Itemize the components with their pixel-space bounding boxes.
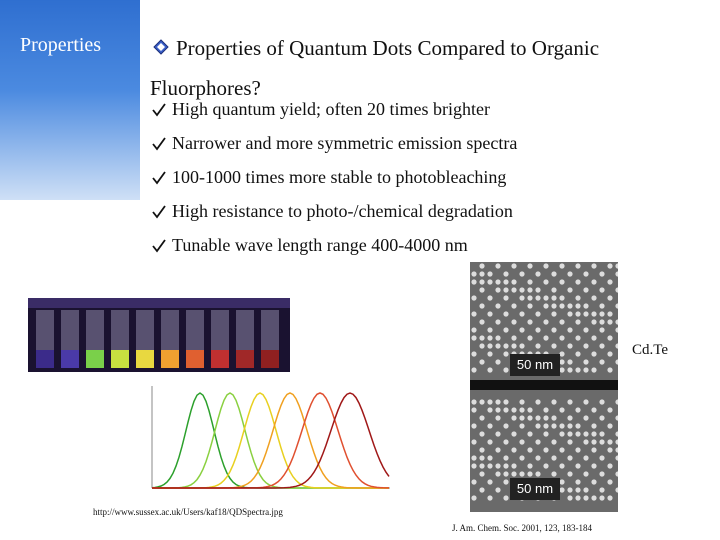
diamond-bullet — [153, 39, 169, 55]
check-icon — [152, 171, 166, 185]
bullet-text: High resistance to photo-/chemical degra… — [172, 201, 513, 221]
sidebar-label: Properties — [20, 34, 102, 56]
check-icon — [152, 205, 166, 219]
spectra-graph — [130, 378, 400, 503]
check-icon — [152, 137, 166, 151]
material-label: Cd.Te — [632, 342, 669, 358]
source-url: http://www.sussex.ac.uk/Users/kaf18/QDSp… — [93, 507, 283, 517]
check-icon — [152, 239, 166, 253]
scale-label: 50 nm — [517, 357, 553, 372]
bullet-item: High resistance to photo-/chemical degra… — [152, 201, 513, 222]
bullet-item: High quantum yield; often 20 times brigh… — [152, 99, 490, 120]
spectrum-curve — [152, 392, 390, 489]
bullet-text: Tunable wave length range 400-4000 nm — [172, 235, 468, 255]
check-icon — [152, 103, 166, 117]
bullet-text: 100-1000 times more stable to photobleac… — [172, 167, 507, 187]
citation: J. Am. Chem. Soc. 2001, 123, 183-184 — [452, 523, 593, 533]
slide-title: Properties of Quantum Dots Compared to O… — [150, 36, 600, 100]
scale-label: 50 nm — [517, 481, 553, 496]
sidebar — [0, 0, 140, 200]
vials-photo — [28, 298, 290, 372]
tem-images: 50 nm 50 nm — [470, 262, 618, 512]
bullet-item: 100-1000 times more stable to photobleac… — [152, 167, 506, 188]
bullet-text: High quantum yield; often 20 times brigh… — [172, 99, 490, 119]
bullet-text: Narrower and more symmetric emission spe… — [172, 133, 518, 153]
bullet-item: Tunable wave length range 400-4000 nm — [152, 235, 468, 256]
bullet-item: Narrower and more symmetric emission spe… — [152, 133, 517, 154]
